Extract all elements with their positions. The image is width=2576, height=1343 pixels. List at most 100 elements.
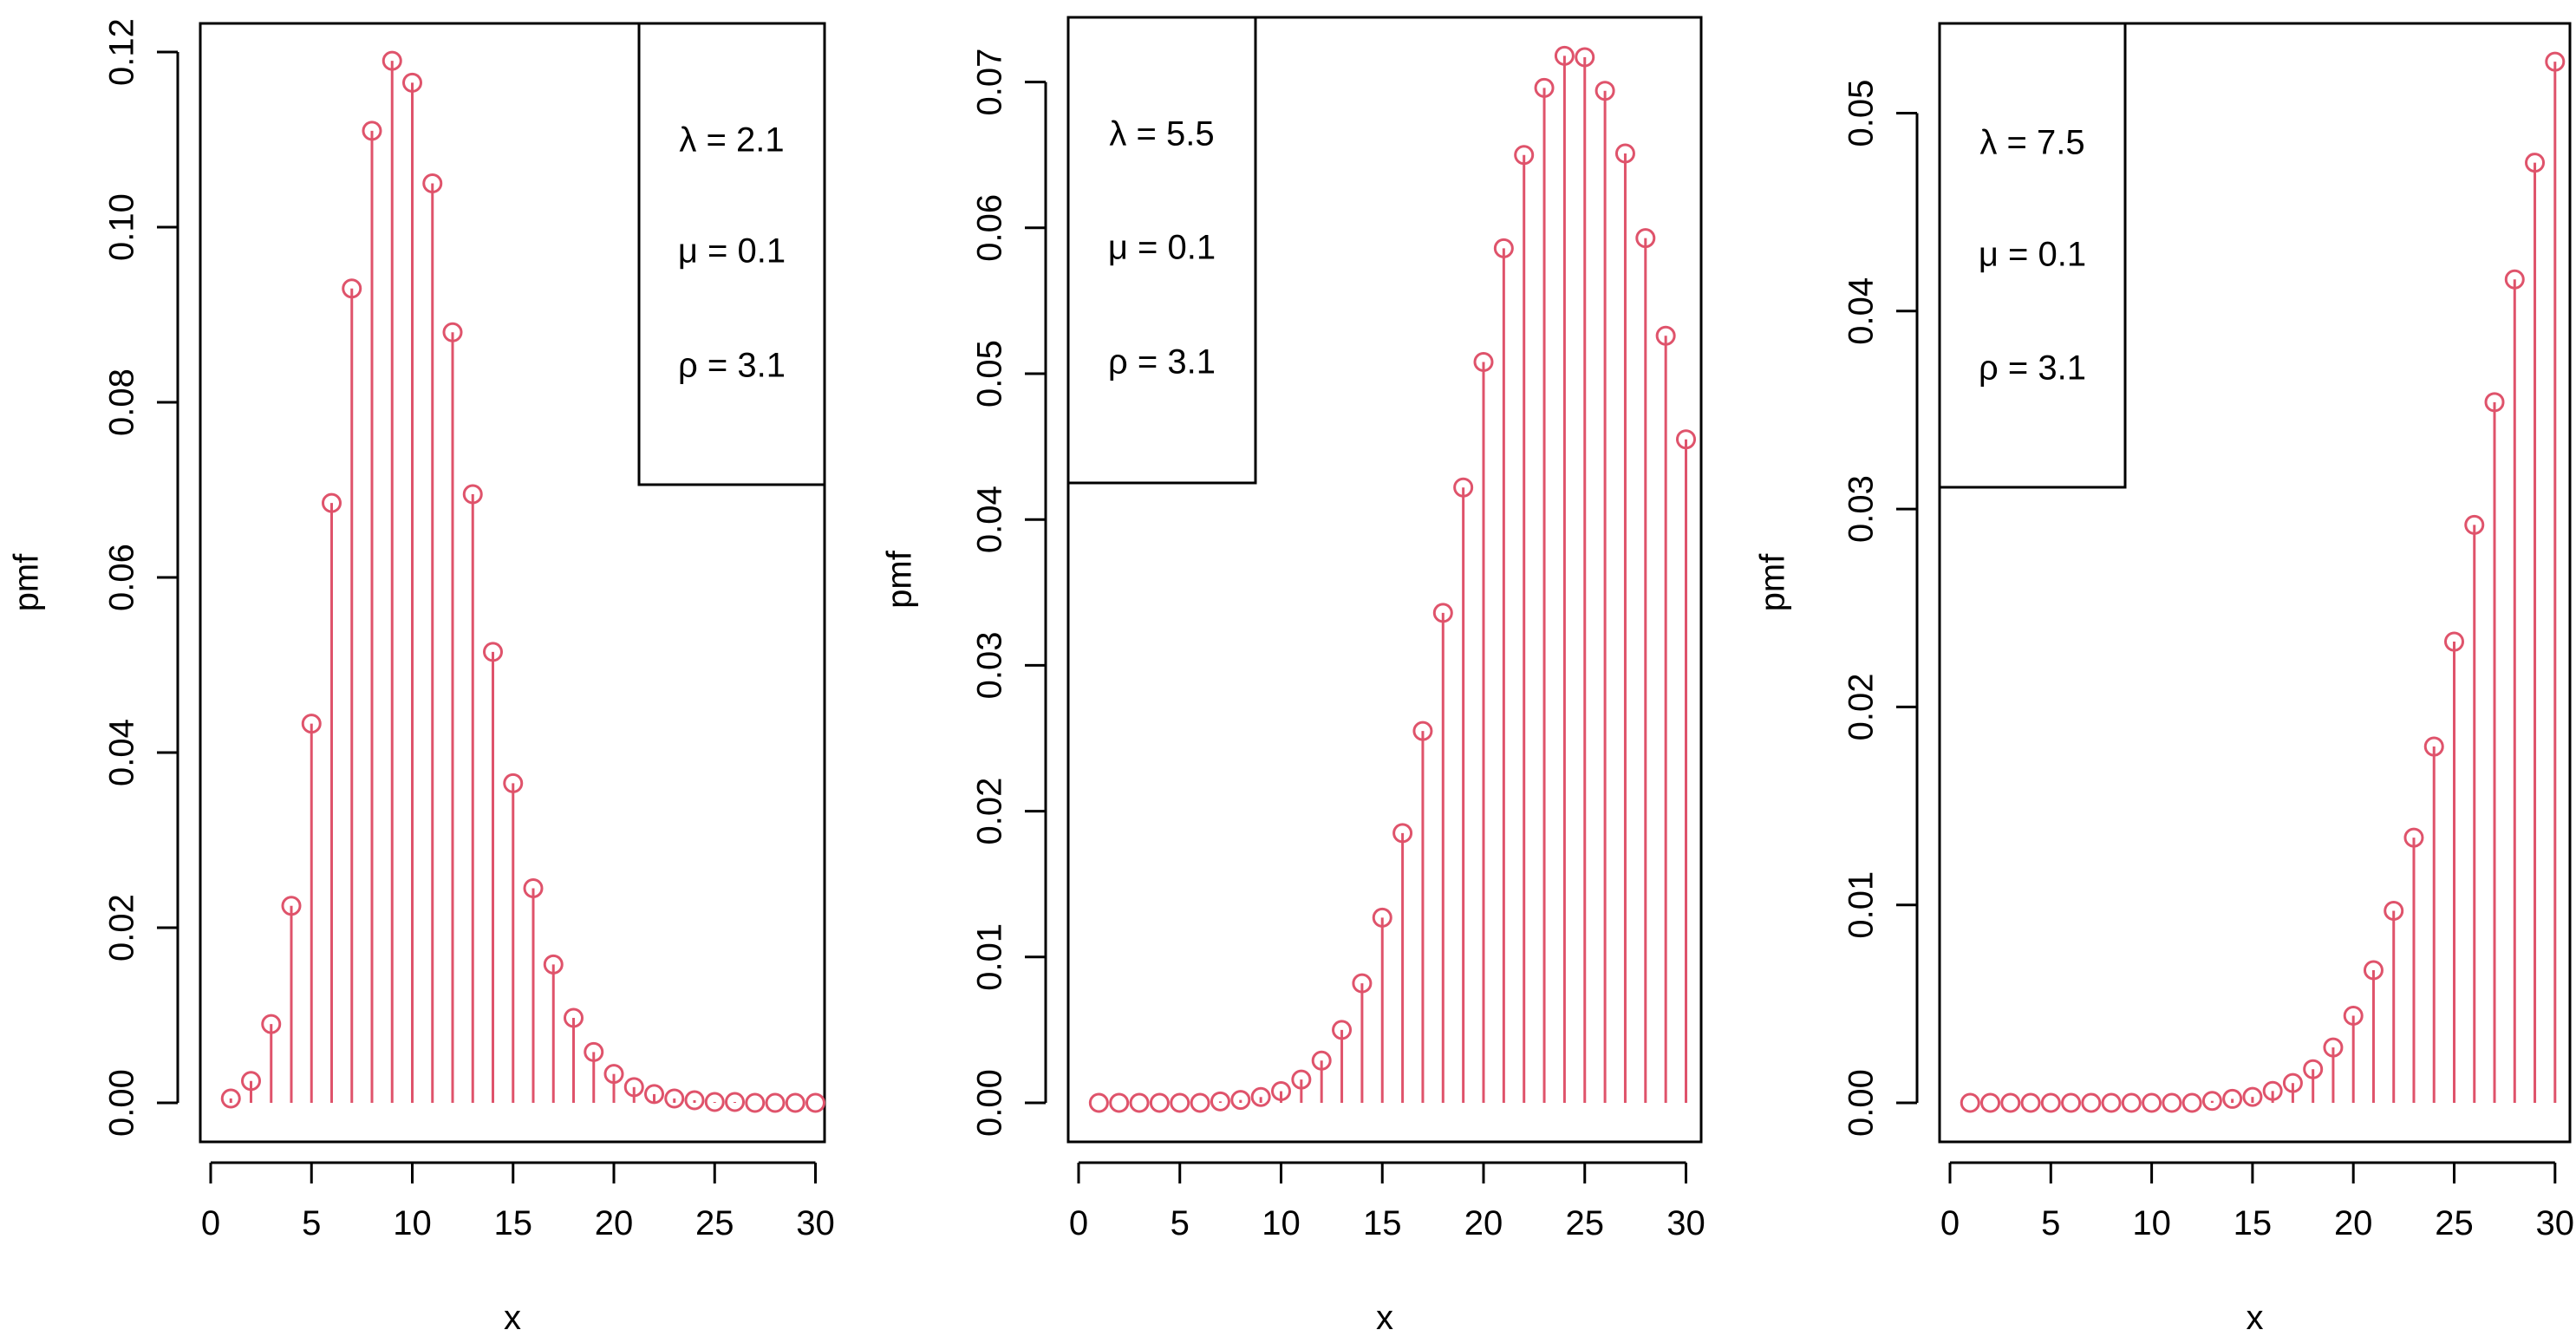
data-point: [1554, 45, 1575, 66]
data-point: [220, 1088, 241, 1109]
y-tick-label: 0.07: [971, 49, 1009, 116]
data-point: [442, 322, 463, 342]
data-point: [2061, 1092, 2082, 1113]
data-point: [1129, 1092, 1150, 1113]
data-point: [745, 1092, 766, 1113]
data-point: [1271, 1081, 1291, 1102]
legend-entry: μ = 0.1: [678, 232, 786, 271]
data-point: [1614, 143, 1635, 164]
legend-box: [637, 22, 826, 486]
legend-box: [1066, 16, 1257, 485]
y-tick-label: 0.03: [971, 631, 1009, 699]
x-tick-label: 30: [1666, 1204, 1705, 1242]
data-point: [2222, 1088, 2243, 1109]
x-tick-label: 0: [201, 1204, 220, 1242]
data-point: [1149, 1092, 1170, 1113]
x-axis-title: x: [1376, 1299, 1393, 1337]
legend-entry: λ = 5.5: [1109, 115, 1214, 153]
data-point: [2040, 1092, 2061, 1113]
data-point: [1190, 1092, 1210, 1113]
data-point: [2464, 514, 2485, 535]
data-point: [2525, 153, 2546, 173]
x-tick-label: 10: [2132, 1204, 2171, 1242]
data-point: [1595, 81, 1615, 101]
x-tick-label: 15: [2234, 1204, 2273, 1242]
y-tick-label: 0.04: [1842, 277, 1881, 345]
data-point: [1980, 1092, 2001, 1113]
data-point: [2181, 1092, 2202, 1113]
data-point: [543, 954, 564, 975]
data-point: [301, 714, 322, 734]
legend-entry: λ = 7.5: [1979, 124, 2084, 162]
data-point: [1575, 47, 1595, 68]
x-tick-label: 25: [695, 1204, 734, 1242]
data-point: [422, 173, 443, 193]
data-point: [725, 1092, 745, 1112]
data-point: [1493, 238, 1514, 258]
chart-panel-2: λ = 5.5 μ = 0.1 ρ = 3.1 0 5 10 15 20 25 30 x 0.00 0.…: [881, 16, 1705, 1337]
data-point: [1291, 1069, 1312, 1090]
legend-entry: μ = 0.1: [1979, 236, 2086, 274]
data-point: [362, 121, 382, 141]
y-tick-label: 0.05: [1842, 80, 1881, 147]
data-point: [644, 1084, 664, 1105]
data-point: [2384, 901, 2404, 922]
data-point: [322, 492, 342, 513]
data-point: [1453, 477, 1474, 498]
legend-entry: ρ = 3.1: [1108, 343, 1216, 381]
data-point: [2081, 1092, 2102, 1113]
y-tick-label: 0.04: [103, 719, 141, 786]
y-tick-label: 0.00: [971, 1069, 1009, 1137]
x-tick-label: 25: [1566, 1204, 1605, 1242]
data-point: [1210, 1091, 1230, 1112]
data-point: [805, 1092, 825, 1113]
x-tick-label: 5: [302, 1204, 321, 1242]
y-tick-label: 0.06: [971, 194, 1009, 262]
data-point: [2242, 1086, 2263, 1107]
data-point: [281, 896, 302, 916]
y-tick-label: 0.10: [103, 193, 141, 261]
data-point: [261, 1014, 282, 1034]
data-point: [2262, 1080, 2283, 1101]
x-tick-label: 25: [2435, 1204, 2474, 1242]
data-point: [1514, 145, 1535, 166]
x-tick-label: 0: [1069, 1204, 1088, 1242]
y-tick-label: 0.08: [103, 368, 141, 436]
data-point: [2444, 631, 2464, 652]
data-point: [704, 1092, 725, 1112]
legend-entry: ρ = 3.1: [678, 347, 786, 385]
data-point: [684, 1090, 705, 1111]
y-tick-label: 0.05: [971, 340, 1009, 407]
data-point: [2303, 1059, 2324, 1079]
data-point: [2343, 1006, 2364, 1027]
y-tick-label: 0.06: [103, 544, 141, 611]
data-point: [564, 1007, 584, 1028]
y-axis-title: pmf: [881, 550, 919, 609]
data-point: [483, 642, 503, 662]
data-point: [1960, 1092, 1980, 1113]
y-tick-label: 0.02: [103, 894, 141, 962]
data-point: [2363, 960, 2384, 981]
data-point: [1170, 1092, 1190, 1113]
y-tick-label: 0.04: [971, 486, 1009, 553]
y-tick-label: 0.02: [971, 778, 1009, 845]
data-point: [1332, 1020, 1353, 1040]
data-point: [664, 1088, 685, 1109]
data-point: [2504, 269, 2525, 290]
data-point: [2323, 1037, 2344, 1058]
data-point: [342, 278, 362, 299]
y-tick-label: 0.12: [103, 18, 141, 86]
x-tick-label: 0: [1940, 1204, 1960, 1242]
x-tick-label: 15: [1363, 1204, 1402, 1242]
data-point: [1534, 77, 1555, 98]
data-point: [462, 484, 483, 505]
plot-frame: [199, 22, 826, 1144]
data-point: [1088, 1092, 1109, 1113]
chart-panel-3: λ = 7.5 μ = 0.1 ρ = 3.1 0 5 10 15 20 25 30 x 0.00 0.…: [1754, 22, 2574, 1337]
plot-frame: [1066, 16, 1703, 1144]
data-point: [2162, 1092, 2182, 1113]
plot-frame: [1938, 22, 2572, 1144]
y-tick-label: 0.01: [1842, 871, 1881, 939]
data-point: [1635, 228, 1656, 249]
